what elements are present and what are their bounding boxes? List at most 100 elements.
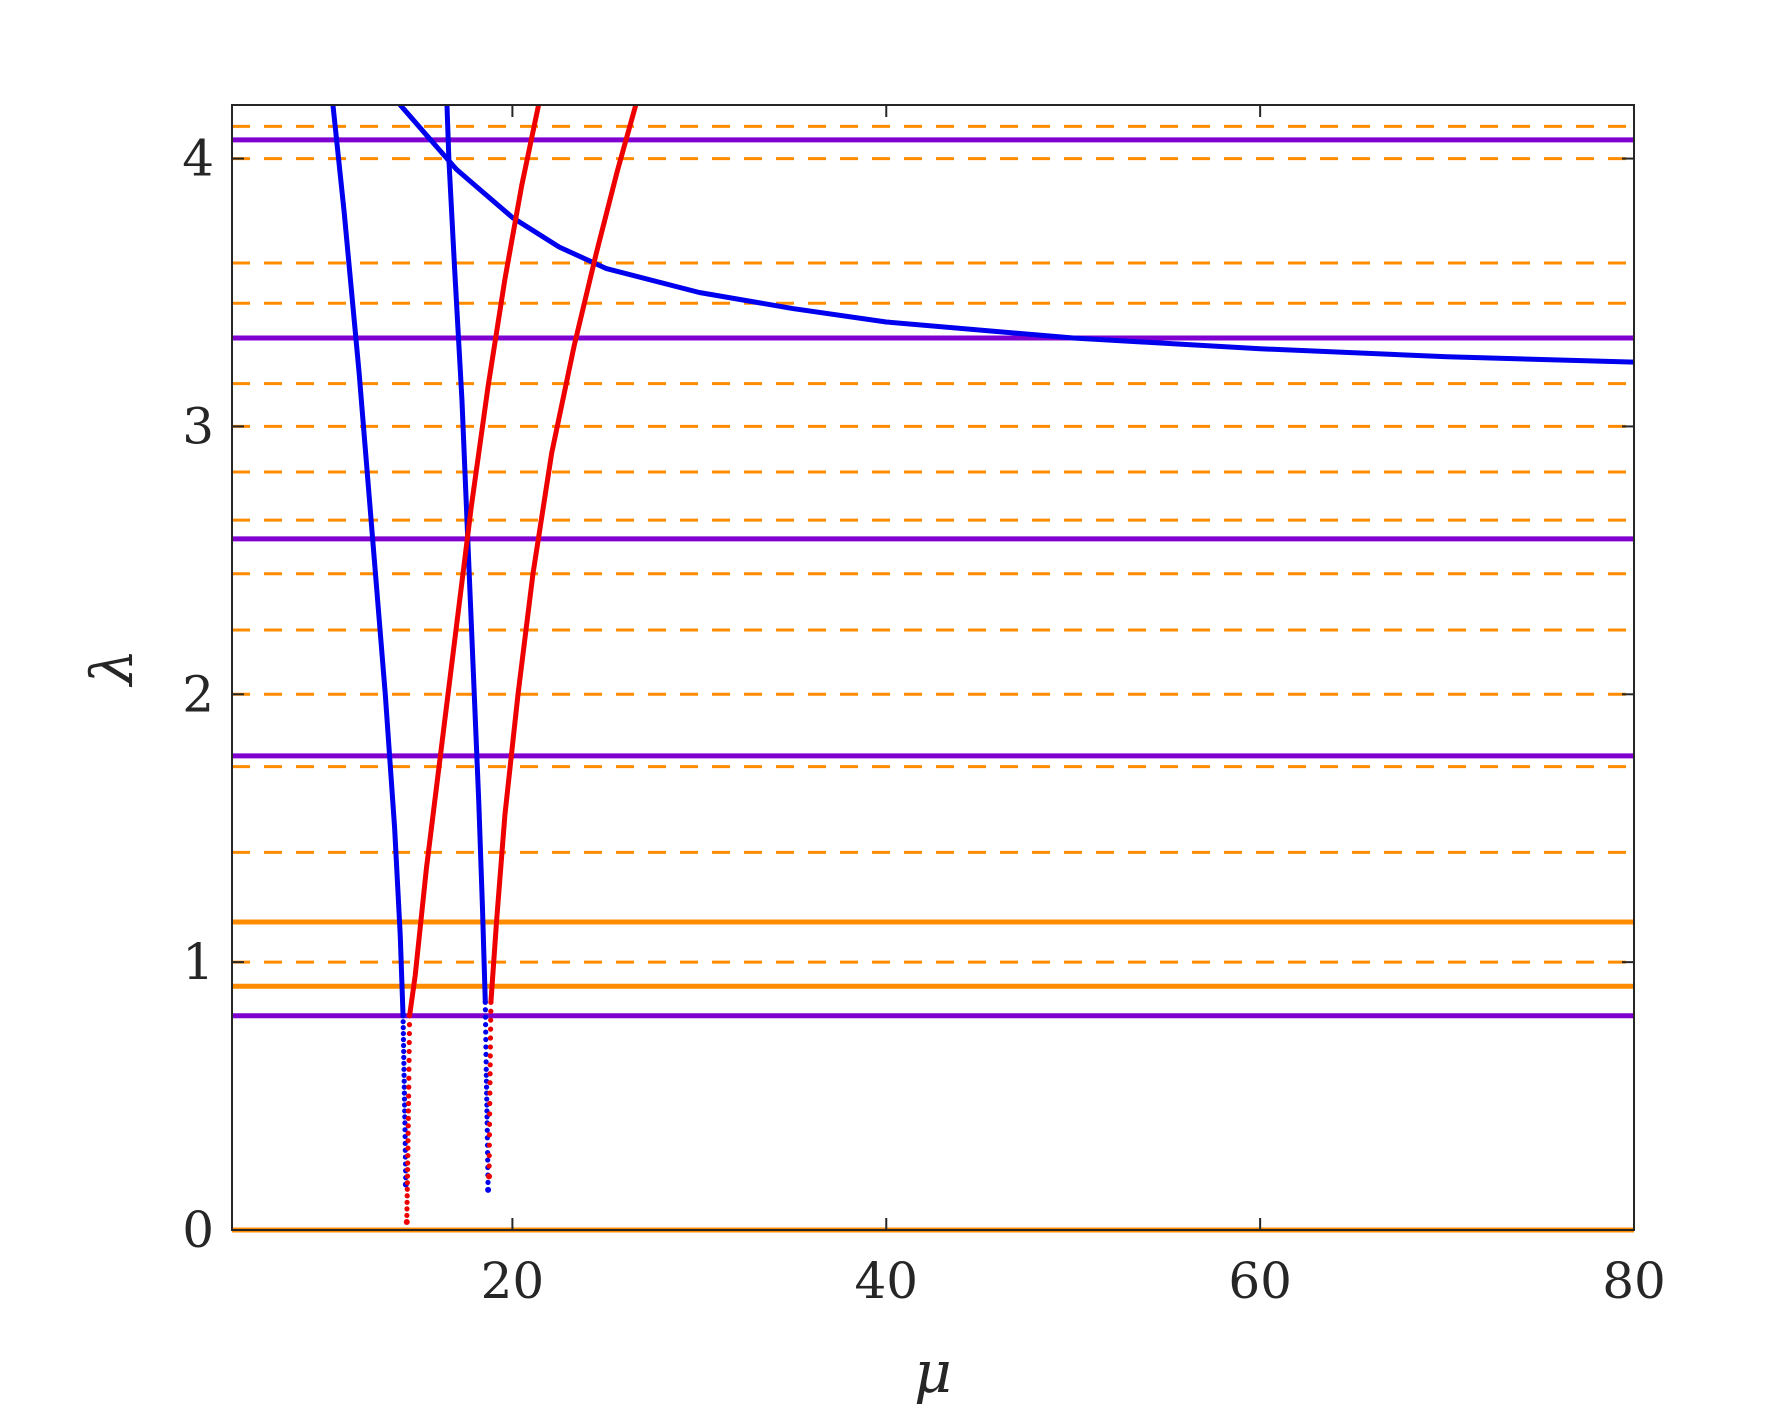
series-point	[487, 1035, 494, 1041]
series-point	[405, 1160, 411, 1166]
series-point	[484, 1096, 490, 1102]
series-point	[486, 1173, 493, 1180]
y-tick-label: 4	[182, 130, 214, 188]
series-point	[406, 1039, 412, 1046]
series-point	[401, 1072, 407, 1078]
series-point	[406, 1084, 412, 1090]
series-point	[405, 1166, 411, 1173]
series-point	[401, 1090, 407, 1096]
series-point	[402, 1120, 408, 1126]
series-point	[405, 1115, 411, 1121]
series-point	[406, 1057, 412, 1063]
series-point	[405, 1145, 411, 1151]
series-point	[401, 1060, 407, 1066]
series-point	[486, 1152, 492, 1159]
series-point	[488, 1008, 494, 1014]
series-point	[487, 1080, 493, 1086]
series-point	[487, 1026, 494, 1032]
y-tick-label: 0	[182, 1201, 214, 1259]
series-point	[401, 1096, 408, 1102]
series-dotted-tail	[400, 1013, 409, 1188]
series-line-5	[407, 105, 542, 1019]
series-point	[487, 1053, 493, 1059]
series-point	[487, 1090, 493, 1096]
series-point	[406, 1030, 412, 1037]
series-point	[406, 1013, 413, 1019]
axis-ticks: 20 40 60 80 0 1 2 3 4	[182, 105, 1666, 1310]
series-point	[404, 1180, 411, 1186]
y-axis-label: λ	[78, 649, 146, 688]
series-point	[401, 1054, 407, 1060]
series-point	[404, 1173, 411, 1179]
series-point	[404, 1206, 410, 1212]
series-point	[482, 1014, 489, 1020]
series-point	[483, 1029, 489, 1035]
series-point	[406, 1022, 413, 1028]
series-point	[485, 1179, 491, 1185]
series-point	[403, 1218, 410, 1225]
x-axis-label: μ	[914, 1338, 952, 1406]
series-dotted-tail	[403, 1013, 413, 1225]
axes-box	[231, 104, 1635, 1231]
series-point	[486, 1142, 492, 1148]
series-point	[485, 1157, 491, 1163]
series-point	[482, 1007, 488, 1013]
series-point	[406, 1048, 412, 1055]
series-point	[400, 1019, 406, 1025]
series-point	[405, 1100, 412, 1107]
series-point	[401, 1084, 407, 1090]
series-line-0	[330, 105, 406, 1019]
series-point	[483, 1066, 489, 1072]
series-point	[404, 1193, 410, 1199]
series-point	[483, 1036, 489, 1043]
series-point	[404, 1199, 410, 1205]
series-point	[483, 1022, 489, 1028]
series-point	[406, 1066, 412, 1072]
series-point	[487, 1111, 493, 1117]
series-point	[487, 1071, 493, 1077]
series-point	[483, 1051, 489, 1058]
series-point	[400, 1025, 406, 1031]
x-tick-label: 40	[854, 1252, 918, 1310]
series-line-7	[488, 105, 639, 1005]
series-point	[488, 999, 494, 1005]
series-point	[405, 1108, 412, 1114]
series-dotted-tail	[486, 999, 494, 1180]
series-point	[482, 999, 488, 1005]
series-point	[405, 1130, 411, 1136]
data-series	[330, 105, 1634, 1225]
series-point	[486, 1132, 493, 1138]
series-point	[402, 1108, 408, 1114]
series-point	[487, 1062, 493, 1068]
series-point	[404, 1212, 410, 1219]
series-point	[401, 1066, 407, 1072]
x-tick-label: 60	[1228, 1252, 1292, 1310]
series-point	[402, 1127, 408, 1133]
x-tick-label: 80	[1602, 1252, 1666, 1310]
y-tick-label: 2	[182, 665, 214, 723]
series-point	[483, 1084, 490, 1090]
series-point	[400, 1036, 407, 1043]
series-point	[486, 1163, 492, 1169]
series-point	[406, 1075, 412, 1081]
series-point	[487, 1044, 493, 1050]
series-point	[488, 1017, 494, 1023]
series-point	[406, 1093, 412, 1099]
series-point	[402, 1133, 408, 1140]
series-point	[405, 1138, 411, 1144]
series-point	[483, 1059, 489, 1065]
series-line-4	[397, 105, 1634, 365]
series-point	[402, 1102, 408, 1108]
series-point	[404, 1186, 410, 1192]
series-point	[400, 1013, 406, 1019]
series-point	[484, 1127, 490, 1133]
plot-area	[232, 105, 1634, 1230]
series-point	[486, 1121, 493, 1127]
series-point	[487, 1100, 493, 1107]
y-tick-label: 3	[182, 397, 214, 455]
series-point	[483, 1044, 489, 1050]
series-point	[401, 1048, 407, 1055]
series-point	[400, 1030, 406, 1037]
y-tick-label: 1	[182, 933, 214, 991]
